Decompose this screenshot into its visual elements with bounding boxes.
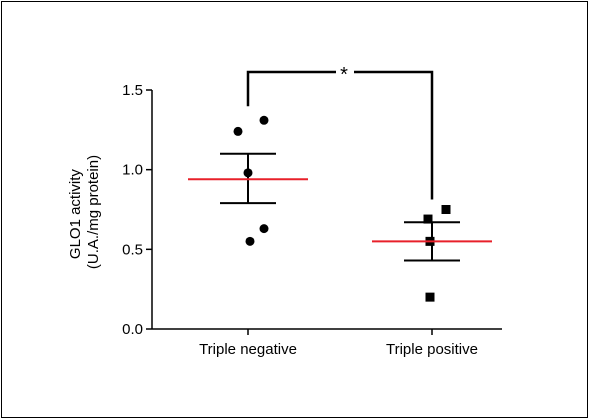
x-category-label: Triple negative	[199, 341, 297, 358]
x-categories: Triple negative Triple positive	[199, 341, 478, 358]
y-axis-title-line2: (U.A./mg protein)	[85, 155, 102, 269]
data-point	[243, 168, 253, 178]
y-tick-label: 0.5	[122, 241, 143, 258]
data-layer	[188, 115, 492, 302]
significance-label: *	[340, 64, 348, 86]
data-point	[233, 126, 243, 136]
significance-bracket: *	[246, 64, 434, 200]
data-point	[423, 214, 433, 224]
data-point	[245, 236, 255, 246]
series-group	[372, 205, 492, 302]
data-point	[259, 115, 269, 125]
data-point	[441, 205, 451, 214]
y-tick-label: 1.5	[122, 82, 143, 99]
y-axis: 0.0 0.5 1.0 1.5	[122, 82, 433, 338]
y-tick-label: 1.0	[122, 162, 143, 179]
x-axis: Triple negative Triple positive	[152, 328, 502, 358]
y-ticks: 0.0 0.5 1.0 1.5	[122, 82, 433, 338]
y-tick-label: 0.0	[122, 321, 143, 338]
data-point	[425, 292, 435, 302]
y-axis-title-line1: GLO1 activity	[67, 169, 84, 260]
data-point	[259, 224, 269, 234]
series-group	[188, 115, 308, 246]
x-category-label: Triple positive	[386, 341, 478, 358]
y-axis-title: GLO1 activity (U.A./mg protein)	[67, 155, 102, 269]
bracket-line	[246, 70, 434, 200]
